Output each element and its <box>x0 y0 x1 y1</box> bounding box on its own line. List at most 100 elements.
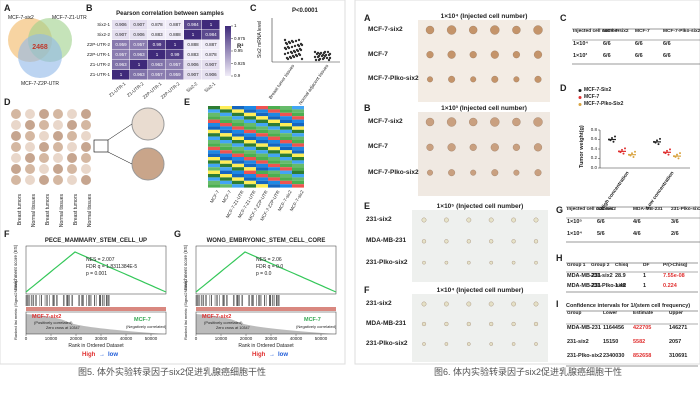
expr-cell <box>208 123 220 127</box>
header-cell: DF <box>643 263 650 268</box>
tissue-core <box>11 164 21 174</box>
tumor <box>466 321 471 327</box>
tumor <box>447 143 456 152</box>
x-tick-label: 20000 <box>239 336 253 341</box>
expr-cell <box>280 174 292 178</box>
expr-cell <box>256 153 268 157</box>
expr-cell <box>268 143 280 147</box>
expr-cell <box>232 112 244 117</box>
tumor <box>469 143 477 151</box>
label: Normal tissues <box>31 194 37 228</box>
tumor <box>534 75 542 83</box>
expr-cell <box>232 174 244 178</box>
tumor <box>470 76 477 83</box>
expr-cell <box>268 167 280 171</box>
panel-letter: D <box>560 83 567 93</box>
expr-cell <box>256 180 268 185</box>
expr-cell <box>244 150 256 154</box>
expr-cell <box>256 106 268 110</box>
expr-cell <box>292 153 304 157</box>
tumor <box>489 239 494 244</box>
header-cell: Estimate <box>633 311 653 316</box>
tumor <box>488 301 494 307</box>
metric-frame <box>195 311 337 335</box>
label: MCF-7 <box>304 317 321 323</box>
dot <box>318 57 322 61</box>
expr-cell <box>280 150 292 154</box>
tissue-core <box>11 142 21 152</box>
label: MDA-MB-231 <box>366 237 407 245</box>
dot <box>283 46 287 50</box>
expr-cell <box>256 177 268 181</box>
point <box>656 139 658 142</box>
expr-cell <box>232 146 244 151</box>
label: NES = 2.007 <box>86 257 115 263</box>
expr-cell <box>232 167 244 171</box>
heatmap-cell <box>184 60 202 70</box>
cell: 2340030 <box>603 353 625 359</box>
tissue-core <box>81 153 91 163</box>
cell-value: 0.963 <box>133 71 145 77</box>
heatmap-cell <box>148 40 166 50</box>
photo <box>418 112 550 196</box>
tumor <box>421 301 427 307</box>
expr-cell <box>220 184 232 188</box>
cell-value: 1 <box>137 61 141 67</box>
tissue-core <box>53 164 63 174</box>
expr-cell <box>220 143 232 147</box>
expr-cell <box>220 123 232 127</box>
cell: 6/6 <box>635 41 643 47</box>
y-tick-label: 0.0 <box>590 164 597 170</box>
heatmap-cell <box>148 60 166 70</box>
x-tick-label: 50000 <box>144 336 158 341</box>
tumor <box>490 117 500 127</box>
tumor <box>470 169 477 176</box>
y-tick-label: 0.2 <box>590 155 597 160</box>
tissue-core <box>67 164 77 174</box>
tumor <box>511 260 516 265</box>
dot <box>296 43 300 47</box>
cell: MDA-MB-231 <box>567 325 601 331</box>
expr-cell <box>208 160 220 164</box>
expr-cell <box>220 163 232 168</box>
expr-cell <box>292 143 304 147</box>
dot <box>291 54 295 58</box>
tissue-core <box>81 109 91 119</box>
expr-cell <box>208 109 220 113</box>
dot <box>300 57 304 61</box>
expr-cell <box>268 126 280 130</box>
label: Confidence intervals for 1/(stem cell fr… <box>566 303 691 309</box>
tumor <box>511 217 516 223</box>
dot <box>288 55 292 59</box>
legend-entry: MCF-7-Plko-Six2 <box>584 101 624 107</box>
label: High <box>252 352 266 358</box>
point <box>619 151 622 154</box>
tumor <box>533 117 543 127</box>
expr-cell <box>208 174 220 178</box>
cell: MDA-MB-231 <box>567 283 601 289</box>
header-cell: MCF-7 <box>635 29 650 34</box>
cell: 6/6 <box>663 41 671 47</box>
tissue-core <box>67 120 77 130</box>
heatmap-cell <box>148 50 166 60</box>
label: MCF-7-Plko-six2 <box>368 75 419 83</box>
tumor <box>491 169 499 177</box>
cell: 6/6 <box>663 53 671 59</box>
zoom-line <box>107 151 133 165</box>
heatmap-cell <box>202 40 220 50</box>
metric-bar <box>196 307 336 311</box>
expr-cell <box>268 170 280 174</box>
tissue-core <box>11 175 21 185</box>
cell: 0.224 <box>663 283 677 289</box>
dot <box>290 45 294 49</box>
expr-cell <box>208 133 220 137</box>
expr-cell <box>292 150 304 154</box>
expr-cell <box>256 170 268 174</box>
y-tick-label: 0.4 <box>590 145 597 151</box>
label: MCF-7-Plko-six2 <box>368 168 419 176</box>
label: 1×10⁵ (Injected cell number) <box>436 203 524 210</box>
cell: 7.55e-08 <box>663 273 685 279</box>
cell-value: 0.963 <box>151 61 163 67</box>
legend-marker <box>578 89 582 92</box>
